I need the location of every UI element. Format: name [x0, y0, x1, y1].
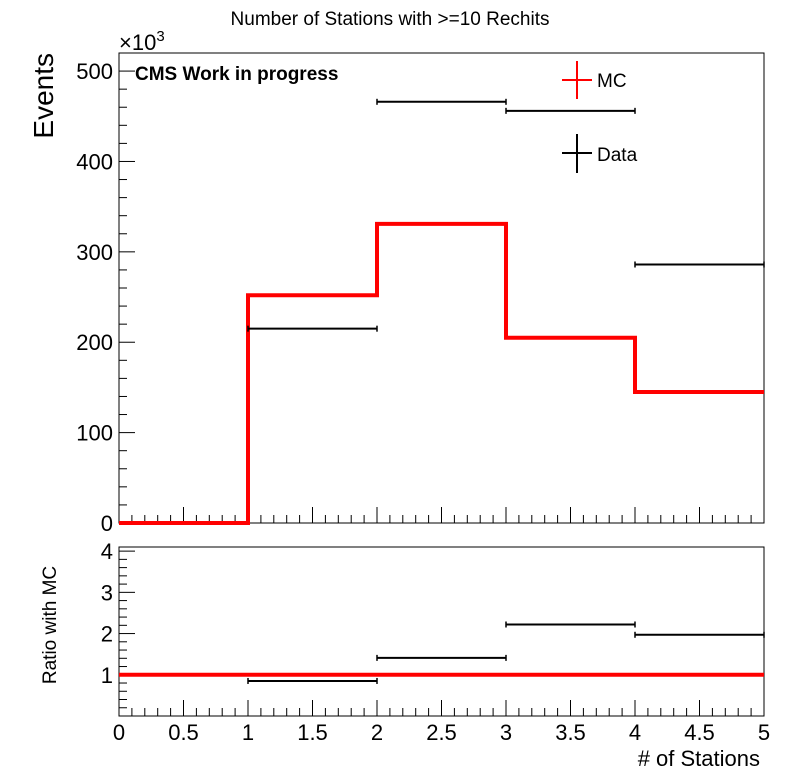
- main-plot-marks: [119, 98, 765, 525]
- ratio-panel: 1 2 3 4 0 0.5 1 1.5 2 2.5 3 3.5 4 4.5 5 Ratio with MC…: [40, 539, 770, 771]
- ratio-y-axis-label: Ratio with MC: [40, 566, 61, 684]
- main-plot-frame: [118, 52, 765, 524]
- ratio-plot-frame: [118, 546, 765, 717]
- ratio-y-ticks: 1 2 3 4: [101, 539, 135, 709]
- legend-mc-label: MC: [597, 71, 627, 92]
- main-panel: 0 100 200 300 400 500 ×103 Events CMS Work in…: [28, 28, 765, 536]
- main-y-axis-label: Events: [28, 53, 59, 139]
- ratio-y-tick-label: 4: [101, 539, 113, 564]
- main-y-tick-label: 400: [76, 149, 113, 174]
- ratio-y-tick-label: 1: [101, 663, 113, 688]
- ratio-y-tick-label: 2: [101, 622, 113, 647]
- main-y-tick-label: 500: [76, 59, 113, 84]
- x-tick-label: 2: [371, 720, 383, 745]
- x-tick-label: 2.5: [426, 720, 457, 745]
- main-y-ticks: 0 100 200 300 400 500: [76, 52, 135, 536]
- mc-histogram-line: [119, 221, 764, 525]
- legend: MC Data: [562, 61, 638, 173]
- ratio-x-ticks: 0 0.5 1 1.5 2 2.5 3 3.5 4 4.5 5: [113, 700, 770, 745]
- main-y-tick-label: 100: [76, 421, 113, 446]
- chart-title: Number of Stations with >=10 Rechits: [231, 9, 550, 30]
- legend-entry-data: Data: [562, 134, 638, 173]
- x-tick-label: 1.5: [297, 720, 328, 745]
- legend-data-label: Data: [597, 145, 638, 166]
- x-tick-label: 0: [113, 720, 125, 745]
- x-tick-label: 0.5: [168, 720, 199, 745]
- annotation-label: CMS Work in progress: [135, 64, 338, 85]
- y-multiplier: ×103: [119, 28, 165, 55]
- ratio-plot-marks: [119, 621, 765, 684]
- x-tick-label: 3: [500, 720, 512, 745]
- legend-entry-mc: MC: [562, 61, 627, 99]
- main-x-ticks: [118, 507, 765, 523]
- main-y-tick-label: 200: [76, 330, 113, 355]
- x-tick-label: 5: [758, 720, 770, 745]
- x-tick-label: 4.5: [684, 720, 715, 745]
- main-y-tick-label: 300: [76, 240, 113, 265]
- main-y-tick-label: 0: [101, 511, 113, 536]
- ratio-y-tick-label: 3: [101, 580, 113, 605]
- x-axis-label: # of Stations: [638, 746, 760, 771]
- x-tick-label: 1: [242, 720, 254, 745]
- x-tick-label: 4: [629, 720, 641, 745]
- x-tick-label: 3.5: [555, 720, 586, 745]
